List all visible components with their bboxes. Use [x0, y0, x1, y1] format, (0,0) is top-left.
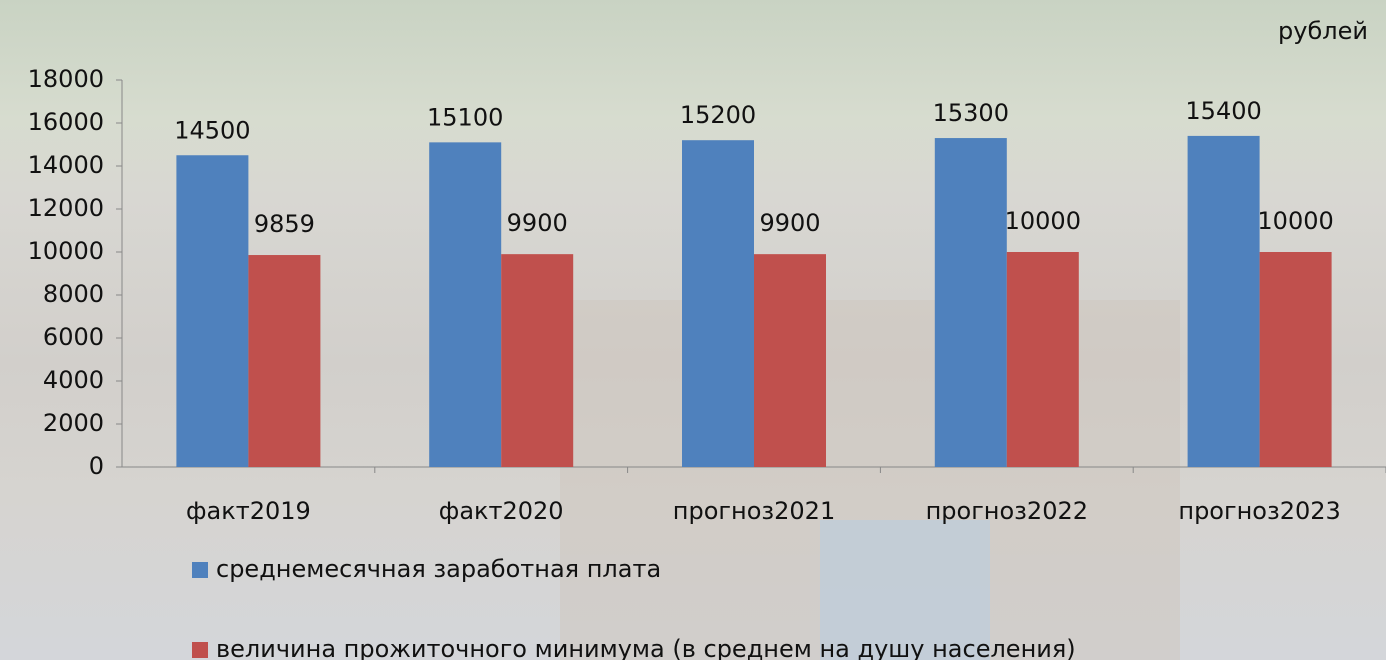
unit-label: рублей — [1278, 17, 1368, 45]
legend-label: среднемесячная заработная плата — [216, 555, 661, 583]
bar — [248, 255, 321, 467]
value-label: 15300 — [933, 99, 1009, 127]
bar — [429, 142, 502, 467]
legend-swatch — [192, 562, 208, 578]
value-label: 14500 — [174, 116, 250, 144]
y-tick-label: 8000 — [43, 280, 104, 308]
y-tick-label: 0 — [89, 452, 104, 480]
value-label: 15200 — [680, 101, 756, 129]
y-tick-label: 10000 — [28, 237, 104, 265]
value-label: 10000 — [1257, 207, 1333, 235]
value-label: 10000 — [1005, 207, 1081, 235]
y-tick-label: 12000 — [28, 194, 104, 222]
y-tick-label: 14000 — [28, 151, 104, 179]
bar — [934, 138, 1007, 468]
value-label: 15100 — [427, 103, 503, 131]
y-tick-label: 6000 — [43, 323, 104, 351]
value-label: 9900 — [759, 209, 820, 237]
x-tick-label: прогноз2023 — [1178, 497, 1340, 525]
value-label: 9859 — [254, 210, 315, 238]
x-tick-label: факт2019 — [186, 497, 311, 525]
bar — [1006, 252, 1079, 467]
x-tick-label: прогноз2022 — [926, 497, 1088, 525]
y-tick-label: 16000 — [28, 108, 104, 136]
value-label: 9900 — [507, 209, 568, 237]
y-tick-label: 2000 — [43, 409, 104, 437]
x-tick-label: прогноз2021 — [673, 497, 835, 525]
bar — [176, 155, 249, 467]
legend-label: величина прожиточного минимума (в средне… — [216, 635, 1076, 660]
x-tick-label: факт2020 — [439, 497, 564, 525]
bar — [1187, 135, 1260, 467]
bar — [1259, 252, 1332, 467]
value-label: 15400 — [1185, 97, 1261, 125]
bar — [501, 254, 574, 467]
y-tick-label: 18000 — [28, 65, 104, 93]
bar — [682, 140, 754, 467]
y-tick-label: 4000 — [43, 366, 104, 394]
background-door — [820, 520, 990, 660]
bar — [754, 254, 826, 467]
legend-swatch — [192, 642, 208, 658]
